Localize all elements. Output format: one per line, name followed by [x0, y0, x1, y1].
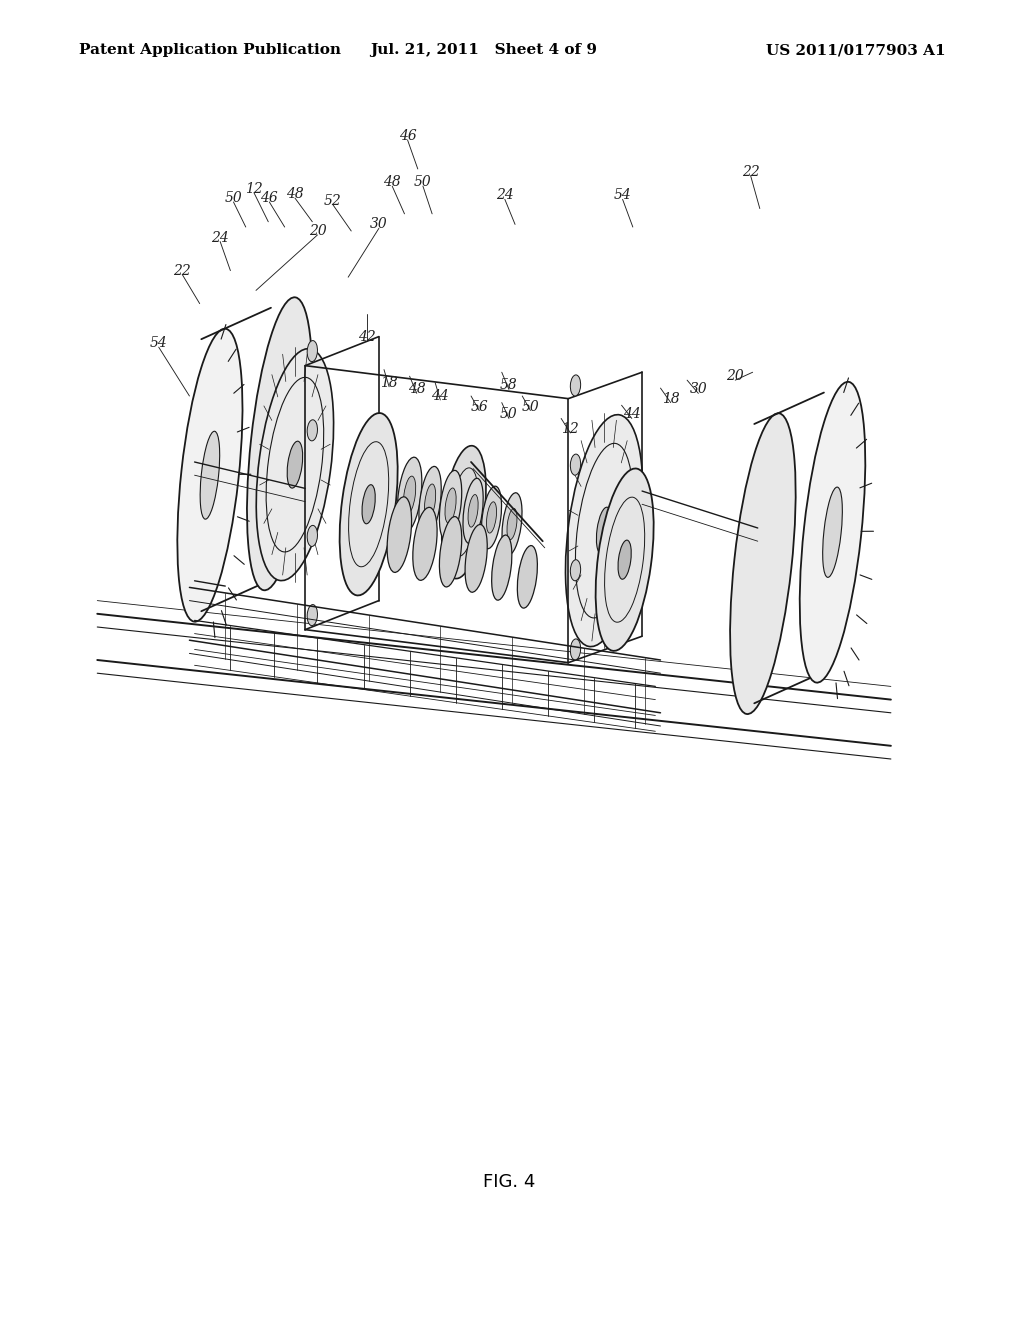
- Text: 12: 12: [561, 422, 580, 436]
- Ellipse shape: [397, 457, 422, 533]
- Text: 22: 22: [173, 264, 191, 277]
- Text: 54: 54: [150, 337, 168, 350]
- Text: 24: 24: [211, 231, 229, 244]
- Ellipse shape: [730, 413, 796, 714]
- Text: 52: 52: [324, 194, 342, 207]
- Text: 54: 54: [613, 189, 632, 202]
- Text: 58: 58: [500, 379, 518, 392]
- Text: 48: 48: [286, 187, 304, 201]
- Ellipse shape: [419, 466, 441, 537]
- Ellipse shape: [481, 486, 502, 549]
- Ellipse shape: [362, 484, 375, 524]
- Ellipse shape: [287, 441, 303, 488]
- Text: 22: 22: [741, 165, 760, 178]
- Ellipse shape: [463, 478, 483, 544]
- Ellipse shape: [439, 516, 462, 587]
- Ellipse shape: [570, 639, 581, 660]
- Ellipse shape: [307, 341, 317, 362]
- Text: 46: 46: [260, 191, 279, 205]
- Ellipse shape: [596, 507, 612, 554]
- Ellipse shape: [468, 495, 478, 527]
- Ellipse shape: [387, 496, 412, 573]
- Ellipse shape: [565, 414, 643, 647]
- Text: Patent Application Publication: Patent Application Publication: [79, 44, 341, 57]
- Text: 44: 44: [623, 408, 641, 421]
- Ellipse shape: [570, 454, 581, 475]
- Text: 30: 30: [370, 218, 388, 231]
- Ellipse shape: [486, 502, 497, 533]
- Ellipse shape: [800, 381, 865, 682]
- Ellipse shape: [307, 605, 317, 626]
- Ellipse shape: [425, 484, 435, 519]
- Ellipse shape: [502, 492, 522, 556]
- Text: 48: 48: [408, 383, 426, 396]
- Text: 42: 42: [357, 330, 376, 343]
- Ellipse shape: [256, 348, 334, 581]
- Text: 48: 48: [383, 176, 401, 189]
- Ellipse shape: [177, 329, 243, 622]
- Ellipse shape: [465, 524, 487, 593]
- Text: 50: 50: [500, 408, 518, 421]
- Ellipse shape: [247, 297, 312, 590]
- Text: 50: 50: [521, 400, 540, 413]
- Ellipse shape: [570, 375, 581, 396]
- Text: Jul. 21, 2011   Sheet 4 of 9: Jul. 21, 2011 Sheet 4 of 9: [370, 44, 597, 57]
- Text: FIG. 4: FIG. 4: [482, 1173, 536, 1191]
- Ellipse shape: [445, 488, 456, 523]
- Text: 12: 12: [245, 182, 263, 195]
- Text: 30: 30: [689, 383, 708, 396]
- Text: 20: 20: [308, 224, 327, 238]
- Ellipse shape: [307, 420, 317, 441]
- Text: 18: 18: [662, 392, 680, 405]
- Text: 56: 56: [470, 400, 488, 413]
- Text: 46: 46: [398, 129, 417, 143]
- Text: 24: 24: [496, 189, 514, 202]
- Ellipse shape: [307, 525, 317, 546]
- Ellipse shape: [413, 507, 437, 581]
- Ellipse shape: [517, 545, 538, 609]
- Ellipse shape: [618, 540, 631, 579]
- Text: 44: 44: [431, 389, 450, 403]
- Ellipse shape: [340, 413, 397, 595]
- Text: US 2011/0177903 A1: US 2011/0177903 A1: [766, 44, 945, 57]
- Ellipse shape: [492, 535, 512, 601]
- Text: 50: 50: [414, 176, 432, 189]
- Ellipse shape: [507, 508, 517, 540]
- Ellipse shape: [439, 470, 462, 541]
- Text: 18: 18: [380, 376, 398, 389]
- Text: 20: 20: [726, 370, 744, 383]
- Ellipse shape: [822, 487, 843, 577]
- Ellipse shape: [200, 432, 220, 519]
- Ellipse shape: [441, 446, 486, 578]
- Ellipse shape: [403, 477, 416, 513]
- Ellipse shape: [596, 469, 653, 651]
- Ellipse shape: [570, 560, 581, 581]
- Text: 50: 50: [224, 191, 243, 205]
